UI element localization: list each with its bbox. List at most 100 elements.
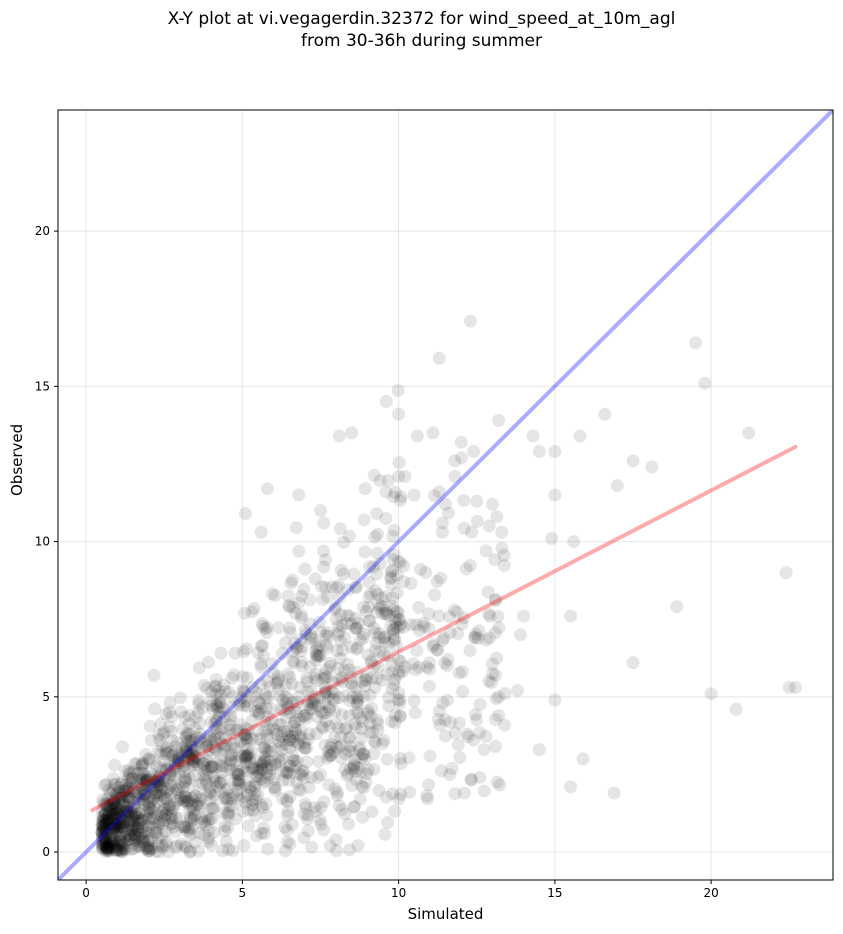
scatter-point (397, 620, 411, 634)
scatter-point (338, 747, 352, 761)
scatter-point (351, 839, 365, 853)
scatter-point (325, 685, 339, 699)
scatter-point (181, 796, 195, 810)
scatter-point (443, 715, 457, 729)
scatter-point (381, 649, 395, 663)
chart-title: X-Y plot at vi.vegagerdin.32372 for wind… (0, 8, 843, 52)
scatter-point (338, 763, 352, 777)
scatter-point (216, 844, 230, 858)
scatter-point (464, 773, 478, 787)
scatter-point (260, 753, 274, 767)
scatter-point (280, 835, 294, 849)
scatter-point (96, 813, 110, 827)
scatter-point (322, 720, 336, 734)
scatter-point (140, 840, 154, 854)
scatter-point (107, 796, 121, 810)
scatter-point (237, 645, 251, 659)
scatter-point (105, 833, 119, 847)
scatter-point (117, 841, 131, 855)
y-axis-label: Observed (8, 423, 26, 496)
scatter-point (394, 490, 408, 504)
scatter-point (107, 823, 121, 837)
scatter-point (461, 730, 475, 744)
scatter-point (119, 805, 133, 819)
scatter-point (393, 709, 407, 723)
scatter-point (294, 644, 308, 658)
scatter-point (156, 838, 170, 852)
scatter-point (213, 785, 227, 799)
scatter-point (204, 693, 218, 707)
scatter-point (100, 814, 114, 828)
scatter-point (178, 745, 192, 759)
scatter-point (330, 785, 344, 799)
scatter-point (396, 664, 410, 678)
scatter-point (261, 710, 275, 724)
scatter-point (252, 761, 266, 775)
scatter-point (119, 830, 133, 844)
scatter-point (396, 575, 410, 589)
scatter-point (312, 754, 326, 768)
scatter-point (689, 336, 702, 350)
scatter-point (256, 639, 270, 653)
scatter-point (457, 611, 471, 625)
scatter-point (392, 407, 406, 421)
scatter-point (155, 810, 169, 824)
scatter-point (224, 753, 238, 767)
scatter-point (159, 838, 173, 852)
scatter-point (98, 831, 112, 845)
scatter-point (193, 727, 207, 741)
scatter-point (249, 792, 263, 806)
scatter-point (187, 803, 201, 817)
scatter-point (422, 607, 436, 621)
scatter-point (281, 805, 295, 819)
scatter-point (179, 729, 193, 743)
scatter-point (243, 781, 257, 795)
scatter-point (143, 719, 157, 733)
scatter-point (276, 693, 290, 707)
scatter-point (283, 600, 297, 614)
scatter-point (214, 689, 228, 703)
scatter-point (441, 653, 455, 667)
scatter-point (138, 788, 152, 802)
scatter-point (192, 799, 206, 813)
scatter-point (135, 831, 149, 845)
scatter-point (110, 824, 124, 838)
scatter-point (311, 699, 325, 713)
scatter-point (104, 821, 118, 835)
scatter-point (320, 590, 334, 604)
scatter-point (391, 693, 405, 707)
scatter-point (391, 653, 405, 667)
scatter-point (367, 621, 381, 635)
scatter-point (108, 820, 122, 834)
scatter-point (192, 661, 206, 675)
scatter-point (261, 690, 275, 704)
scatter-point (102, 838, 116, 852)
scatter-point (233, 778, 247, 792)
scatter-point (247, 760, 261, 774)
scatter-point (363, 614, 377, 628)
scatter-point (467, 733, 481, 747)
scatter-point (181, 794, 195, 808)
scatter-point (221, 821, 235, 835)
scatter-point (223, 712, 237, 726)
scatter-point (309, 667, 323, 681)
scatter-point (204, 838, 218, 852)
scatter-point (110, 807, 124, 821)
scatter-point (102, 810, 116, 824)
scatter-point (355, 779, 369, 793)
scatter-point (191, 705, 205, 719)
scatter-point (143, 754, 157, 768)
scatter-point (412, 624, 426, 638)
scatter-point (275, 792, 289, 806)
scatter-point (419, 565, 433, 579)
scatter-point (394, 709, 408, 723)
scatter-point (179, 743, 193, 757)
scatter-point (117, 784, 131, 798)
scatter-point (276, 773, 290, 787)
scatter-point (330, 644, 344, 658)
scatter-point (353, 743, 367, 757)
scatter-point (367, 734, 381, 748)
scatter-point (312, 615, 326, 629)
scatter-point (101, 798, 115, 812)
scatter-point (231, 767, 245, 781)
